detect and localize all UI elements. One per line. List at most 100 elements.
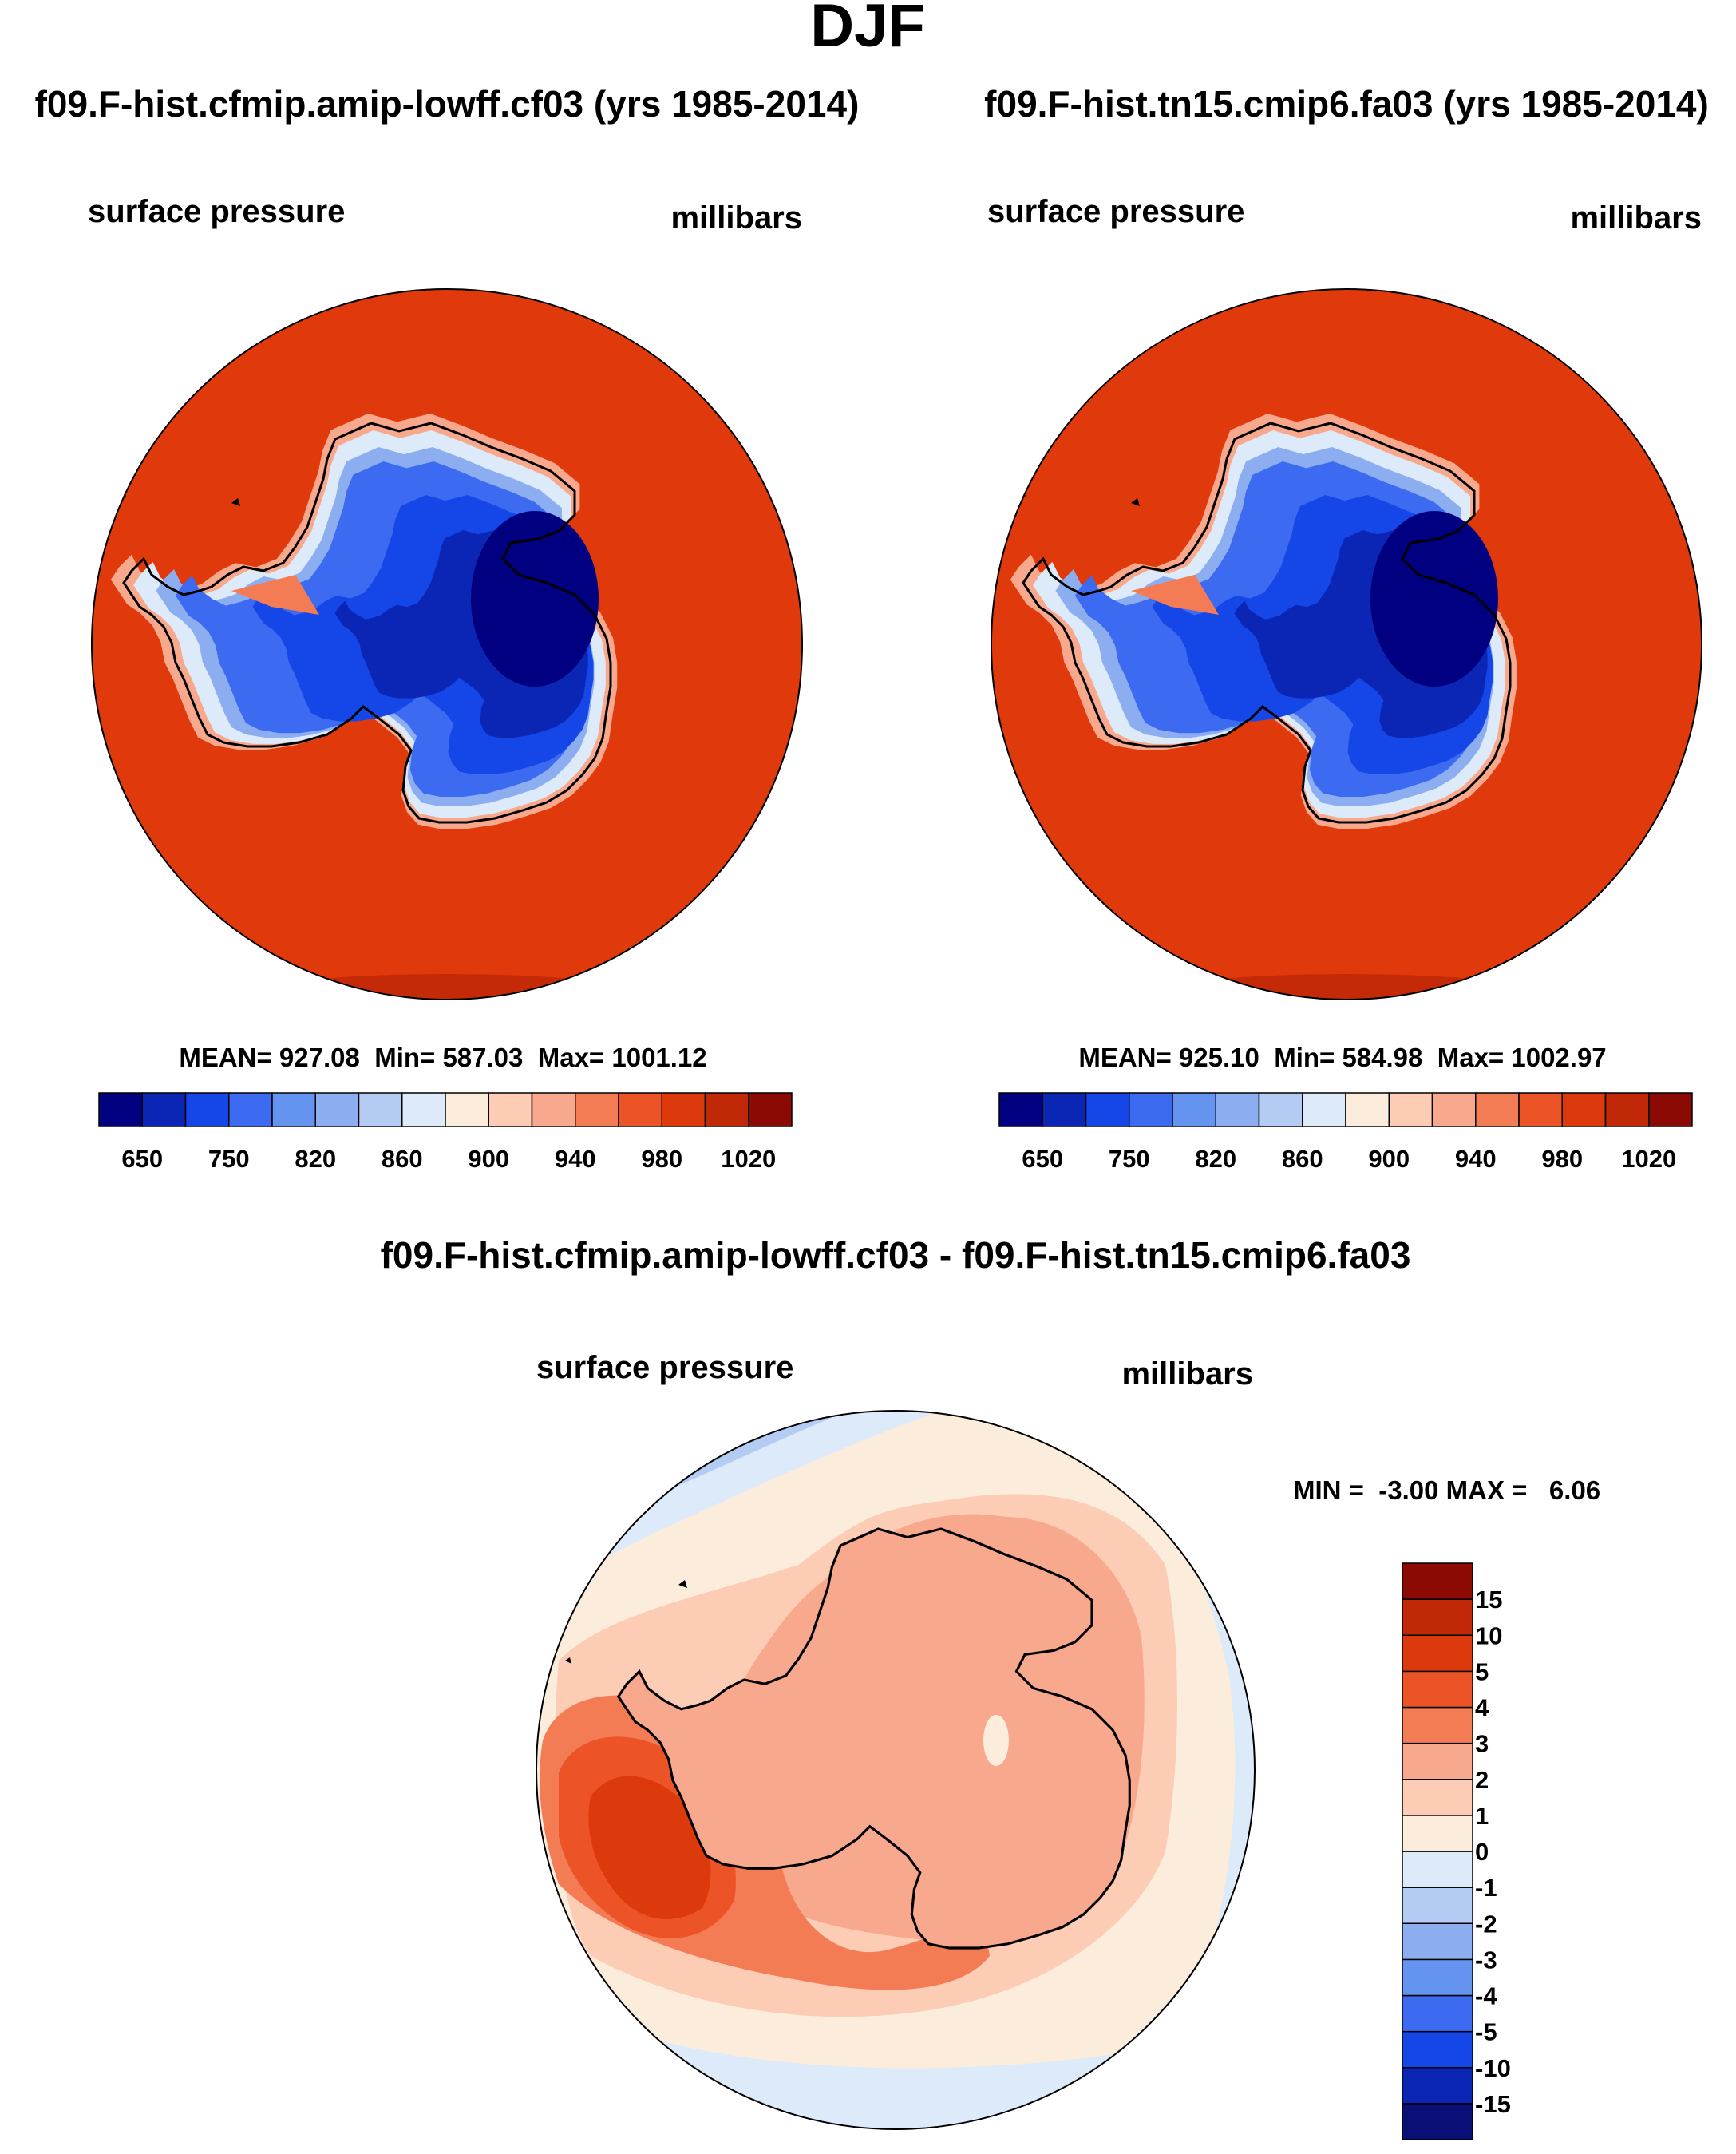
- panel-a-colorbar-tick-label: 820: [295, 1145, 336, 1173]
- panel-c-map-border: [536, 1410, 1256, 2130]
- panel-a-stats: MEAN= 927.08 Min= 587.03 Max= 1001.12: [179, 1043, 706, 1072]
- panel-c-colorbar-swatch-8: [1402, 1815, 1473, 1852]
- panel-a-title: f09.F-hist.cfmip.amip-lowff.cf03 (yrs 19…: [35, 83, 860, 125]
- panel-b-colorbar-tick-label: 650: [1022, 1145, 1063, 1173]
- panel-a-antarctica-field: [110, 414, 618, 829]
- panel-b-colorbar-swatch-13: [1561, 1092, 1607, 1127]
- panel-b-colorbar-tick-label: 940: [1455, 1145, 1497, 1173]
- panel-c-colorbar-tick-label: -10: [1475, 2054, 1511, 2082]
- panel-c-colorbar-swatch-4: [1402, 1958, 1473, 1997]
- panel-a-colorbar-tick-label: 860: [382, 1145, 423, 1173]
- panel-b-colorbar-swatch-7: [1302, 1092, 1346, 1127]
- panel-a-colorbar-swatch-15: [748, 1092, 793, 1127]
- panel-c-small-low: [983, 1715, 1009, 1766]
- panel-c-colorbar-swatch-14: [1402, 1598, 1473, 1636]
- panel-a-low-core: [471, 511, 599, 687]
- panel-b-colorbar-tick-label: 860: [1282, 1145, 1323, 1173]
- panel-c: f09.F-hist.cfmip.amip-lowff.cf03 - f09.F…: [381, 1234, 1600, 2140]
- panel-c-colorbar-tick-label: -4: [1475, 1982, 1497, 2010]
- panel-b-map: [991, 289, 1702, 1000]
- panel-c-colorbar-swatch-15: [1402, 1562, 1473, 1600]
- panel-a-colorbar-swatch-14: [704, 1092, 749, 1127]
- panel-a-colorbar-swatch-3: [228, 1092, 273, 1127]
- panel-c-colorbar-tick-label: 15: [1475, 1586, 1502, 1614]
- panel-b-colorbar: 650 750 820 860 900 940 980 1020: [998, 1092, 1693, 1173]
- panel-b-peninsula-warm: [1131, 575, 1219, 615]
- panel-a-colorbar-tick-label: 1020: [721, 1145, 776, 1173]
- panel-a-colorbar-swatch-11: [575, 1092, 619, 1127]
- panel-a-colorbar-swatch-12: [618, 1092, 662, 1127]
- panel-a: f09.F-hist.cfmip.amip-lowff.cf03 (yrs 19…: [35, 83, 860, 1173]
- panel-b-colorbar-swatch-12: [1518, 1092, 1563, 1127]
- panel-b-title: f09.F-hist.tn15.cmip6.fa03 (yrs 1985-201…: [984, 83, 1709, 125]
- panel-c-right-label: millibars: [1121, 1356, 1253, 1392]
- panel-c-colorbar-swatch-6: [1402, 1887, 1473, 1924]
- panel-b-left-label: surface pressure: [987, 194, 1244, 229]
- panel-b-colorbar-swatch-8: [1345, 1092, 1390, 1127]
- panel-a-right-label: millibars: [670, 200, 802, 236]
- panel-b-colorbar-swatch-5: [1215, 1092, 1260, 1127]
- panel-c-colorbar-tick-label: 3: [1475, 1730, 1489, 1758]
- panel-a-colorbar-swatch-0: [98, 1092, 143, 1127]
- panel-c-colorbar-tick-label: -15: [1475, 2090, 1511, 2118]
- panel-c-colorbar-tick-label: 0: [1475, 1838, 1489, 1866]
- panel-a-colorbar-tick-label: 980: [641, 1145, 682, 1173]
- panel-c-colorbar-swatch-0: [1402, 2103, 1473, 2140]
- panel-a-colorbar-swatch-6: [358, 1092, 403, 1127]
- panel-a-ocean-edge: [208, 974, 686, 1000]
- panel-a-colorbar: 650 750 820 860 900 940 980 1020: [98, 1092, 793, 1173]
- panel-b-right-label: millibars: [1570, 200, 1702, 236]
- panel-b-colorbar-tick-label: 820: [1195, 1145, 1236, 1173]
- panel-b-colorbar-swatch-3: [1129, 1092, 1173, 1127]
- panel-c-colorbar-swatch-2: [1402, 2030, 1473, 2069]
- panel-a-colorbar-tick-label: 940: [555, 1145, 596, 1173]
- panel-c-colorbar-tick-label: -1: [1475, 1874, 1497, 1902]
- panel-b-colorbar-swatch-10: [1431, 1092, 1477, 1127]
- panel-c-colorbar-tick-label: 5: [1475, 1657, 1489, 1685]
- panel-c-colorbar-tick-label: 2: [1475, 1766, 1489, 1794]
- panel-c-colorbar-swatch-12: [1402, 1670, 1473, 1709]
- panel-c-colorbar-tick-label: -3: [1475, 1946, 1497, 1974]
- panel-b-colorbar-swatch-11: [1475, 1092, 1520, 1127]
- panel-a-colorbar-swatch-9: [488, 1092, 533, 1127]
- panel-b-colorbar-swatch-9: [1388, 1092, 1433, 1127]
- panel-c-colorbar-swatch-7: [1402, 1851, 1473, 1888]
- panel-a-map: [92, 289, 802, 1000]
- panel-b-colorbar-swatch-4: [1172, 1092, 1216, 1127]
- panel-b-colorbar-tick-label: 980: [1541, 1145, 1583, 1173]
- panel-a-map-border: [91, 288, 803, 1000]
- panel-c-positive-max: [588, 1776, 711, 1919]
- panel-c-colorbar-tick-label: 1: [1475, 1802, 1489, 1830]
- panel-c-map: [536, 1411, 1255, 2129]
- panel-a-left-label: surface pressure: [88, 194, 345, 229]
- panel-b-colorbar-swatch-15: [1648, 1092, 1693, 1127]
- panel-c-colorbar-swatch-1: [1402, 2067, 1473, 2105]
- panel-b-low-core: [1370, 511, 1498, 687]
- panel-b-antarctica-field: [1010, 414, 1517, 829]
- panel-c-colorbar-swatch-13: [1402, 1634, 1473, 1673]
- panel-b-colorbar-tick-label: 900: [1368, 1145, 1410, 1173]
- panel-c-colorbar-swatch-9: [1402, 1779, 1473, 1816]
- panel-c-colorbar-swatch-10: [1402, 1742, 1473, 1780]
- panel-a-colorbar-tick-label: 650: [121, 1145, 163, 1173]
- panel-a-peninsula-warm: [231, 575, 319, 615]
- panel-b: f09.F-hist.tn15.cmip6.fa03 (yrs 1985-201…: [984, 83, 1709, 1173]
- panel-b-colorbar-tick-label: 1020: [1621, 1145, 1676, 1173]
- panel-c-stats: MIN = -3.00 MAX = 6.06: [1293, 1475, 1600, 1505]
- panel-c-colorbar-tick-label: -2: [1475, 1910, 1497, 1938]
- panel-b-colorbar-swatch-14: [1604, 1092, 1650, 1127]
- panel-c-colorbar-swatch-5: [1402, 1922, 1473, 1961]
- panel-b-colorbar-swatch-0: [998, 1092, 1043, 1127]
- panel-b-map-border: [991, 288, 1702, 1000]
- panel-b-ocean-edge: [1107, 974, 1586, 1000]
- panel-c-colorbar-swatch-3: [1402, 1994, 1473, 2033]
- panel-b-colorbar-swatch-2: [1085, 1092, 1130, 1127]
- panel-c-left-label: surface pressure: [536, 1350, 793, 1385]
- panel-a-colorbar-tick-label: 750: [208, 1145, 250, 1173]
- panel-b-colorbar-swatch-1: [1042, 1092, 1087, 1127]
- panel-a-colorbar-swatch-1: [141, 1092, 187, 1127]
- panel-a-colorbar-swatch-4: [271, 1092, 316, 1127]
- panel-a-colorbar-swatch-2: [184, 1092, 230, 1127]
- panel-a-colorbar-swatch-13: [661, 1092, 706, 1127]
- panel-a-colorbar-tick-label: 900: [468, 1145, 509, 1173]
